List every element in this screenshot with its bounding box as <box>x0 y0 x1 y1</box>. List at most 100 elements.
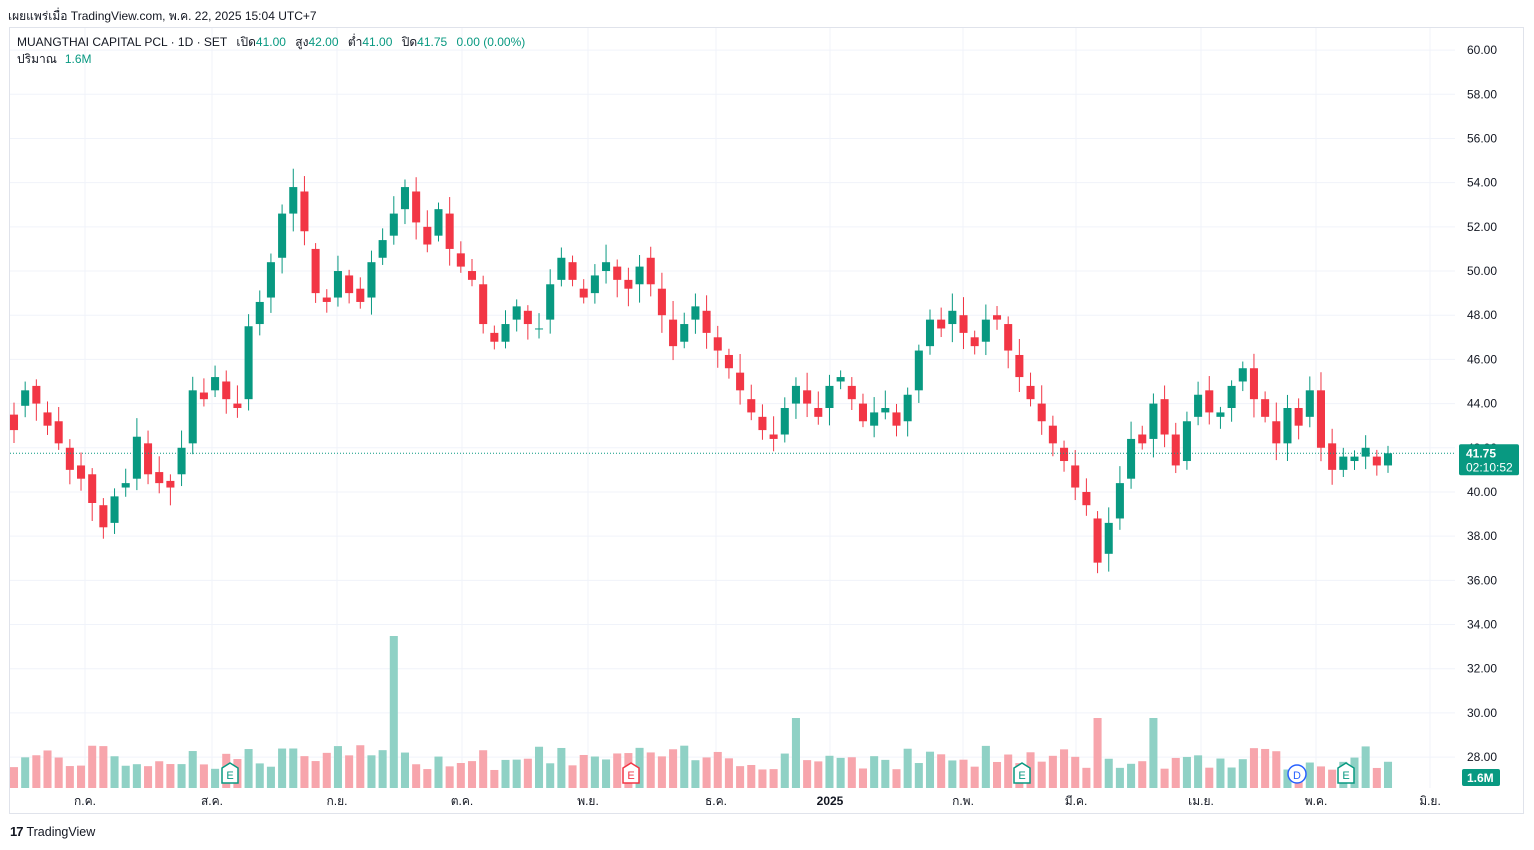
candle-body[interactable] <box>1261 399 1270 417</box>
earnings-marker-icon[interactable] <box>1013 762 1031 784</box>
candle-body[interactable] <box>1283 408 1292 444</box>
candle-body[interactable] <box>1104 522 1113 554</box>
candle-body[interactable] <box>456 253 465 267</box>
candle-body[interactable] <box>590 275 599 294</box>
candle-body[interactable] <box>1138 434 1147 444</box>
candle-body[interactable] <box>378 240 387 258</box>
candle-body[interactable] <box>1037 403 1046 422</box>
candle-body[interactable] <box>423 226 432 245</box>
candle-body[interactable] <box>400 187 409 210</box>
volume-label[interactable]: ปริมาณ <box>17 52 57 66</box>
candle-body[interactable] <box>669 319 678 347</box>
candle-body[interactable] <box>356 288 365 302</box>
candle-body[interactable] <box>244 326 253 400</box>
candle-body[interactable] <box>814 408 823 417</box>
candle-body[interactable] <box>1205 390 1214 413</box>
candle-body[interactable] <box>892 412 901 426</box>
candle-body[interactable] <box>903 394 912 422</box>
candle-body[interactable] <box>367 262 376 298</box>
candle-body[interactable] <box>914 350 923 391</box>
candle-body[interactable] <box>1372 456 1381 466</box>
candle-body[interactable] <box>389 213 398 236</box>
candle-body[interactable] <box>1071 465 1080 488</box>
candle-body[interactable] <box>311 248 320 294</box>
candle-body[interactable] <box>613 266 622 280</box>
candle-body[interactable] <box>1182 421 1191 462</box>
candle-body[interactable] <box>937 319 946 329</box>
candle-body[interactable] <box>501 324 510 342</box>
dividend-marker-icon[interactable] <box>1287 764 1307 784</box>
candle-body[interactable] <box>1048 425 1057 444</box>
candle-body[interactable] <box>1171 434 1180 466</box>
candle-body[interactable] <box>970 337 979 347</box>
candle-body[interactable] <box>121 483 130 488</box>
candle-body[interactable] <box>1060 447 1069 462</box>
candle-body[interactable] <box>88 474 97 503</box>
candle-body[interactable] <box>166 480 175 488</box>
candle-body[interactable] <box>803 390 812 404</box>
candle-body[interactable] <box>1149 403 1158 439</box>
candle-body[interactable] <box>412 191 421 223</box>
candle-body[interactable] <box>300 191 309 232</box>
candle-body[interactable] <box>110 496 119 523</box>
candle-body[interactable] <box>467 271 477 280</box>
candle-body[interactable] <box>54 421 63 444</box>
candle-body[interactable] <box>77 465 86 479</box>
candle-body[interactable] <box>199 392 208 400</box>
candle-body[interactable] <box>1305 390 1314 417</box>
candle-body[interactable] <box>646 257 655 285</box>
candle-body[interactable] <box>1194 394 1203 417</box>
candle-body[interactable] <box>546 284 555 320</box>
candle-body[interactable] <box>993 315 1002 320</box>
candle-body[interactable] <box>43 412 52 426</box>
candle-body[interactable] <box>9 414 19 431</box>
symbol-name[interactable]: MUANGTHAI CAPITAL PCL · 1D · SET <box>17 35 228 49</box>
candle-body[interactable] <box>512 306 521 320</box>
candle-body[interactable] <box>188 390 197 444</box>
candle-body[interactable] <box>322 297 331 302</box>
candle-body[interactable] <box>1249 368 1258 400</box>
candle-body[interactable] <box>925 319 935 347</box>
candle-body[interactable] <box>1294 408 1303 426</box>
chart-frame[interactable] <box>9 27 1524 814</box>
candle-body[interactable] <box>434 209 443 236</box>
candle-body[interactable] <box>1339 456 1348 470</box>
candle-body[interactable] <box>1383 453 1393 466</box>
candle-body[interactable] <box>1227 385 1236 408</box>
candle-body[interactable] <box>345 275 354 294</box>
candle-body[interactable] <box>289 187 298 214</box>
candle-body[interactable] <box>32 385 41 404</box>
candle-body[interactable] <box>758 416 767 431</box>
candle-body[interactable] <box>333 271 342 298</box>
earnings-marker-icon[interactable] <box>221 762 239 784</box>
candle-body[interactable] <box>1350 456 1359 462</box>
candle-body[interactable] <box>266 262 275 298</box>
candle-body[interactable] <box>981 319 990 342</box>
candle-body[interactable] <box>724 354 733 369</box>
candle-body[interactable] <box>233 403 242 408</box>
candle-body[interactable] <box>791 385 800 404</box>
candle-body[interactable] <box>825 385 834 408</box>
candle-body[interactable] <box>1004 324 1013 351</box>
candle-body[interactable] <box>702 310 711 333</box>
candle-body[interactable] <box>657 288 666 316</box>
candle-body[interactable] <box>255 301 264 325</box>
candle-body[interactable] <box>479 284 488 325</box>
candle-body[interactable] <box>1160 399 1169 435</box>
candle-body[interactable] <box>881 408 890 413</box>
candle-body[interactable] <box>1316 390 1325 448</box>
candle-body[interactable] <box>579 288 588 298</box>
candle-body[interactable] <box>1328 443 1337 470</box>
candle-body[interactable] <box>858 403 867 422</box>
candle-body[interactable] <box>1026 385 1035 400</box>
candle-body[interactable] <box>847 385 856 400</box>
candle-body[interactable] <box>490 332 499 342</box>
candle-body[interactable] <box>1082 491 1091 506</box>
candle-body[interactable] <box>211 377 220 391</box>
candle-body[interactable] <box>602 262 611 272</box>
candle-body[interactable] <box>1115 483 1124 519</box>
candle-body[interactable] <box>65 447 74 470</box>
candle-body[interactable] <box>568 262 577 280</box>
candle-body[interactable] <box>769 434 778 439</box>
candle-body[interactable] <box>144 443 153 475</box>
